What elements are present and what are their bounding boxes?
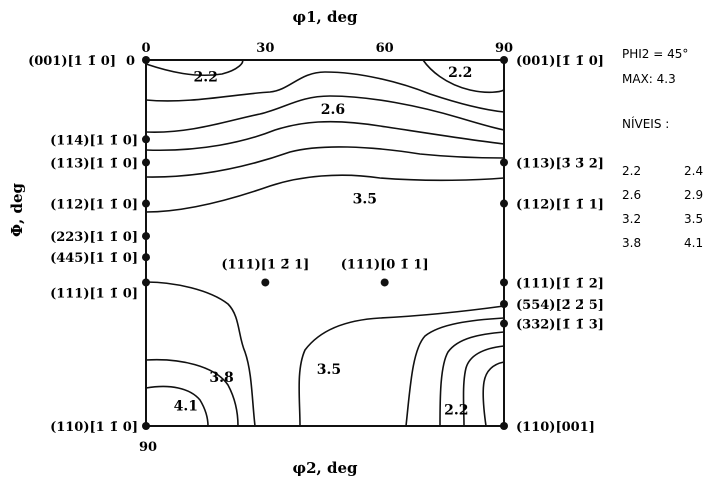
orientation-label: (113)[1 1̄ 0] bbox=[50, 156, 138, 171]
orientation-marker bbox=[142, 56, 150, 64]
section-label: PHI2 = 45° bbox=[622, 47, 688, 61]
levels-list: 2.2 2.4 2.6 2.9 3.2 3.5 3.8 4.1 bbox=[622, 164, 703, 250]
top-tick-label: 30 bbox=[256, 41, 274, 56]
orientation-marker bbox=[142, 199, 150, 208]
orientation-marker bbox=[380, 278, 389, 287]
contour-line bbox=[145, 385, 209, 427]
orientation-marker bbox=[500, 158, 508, 167]
contour-label: 2.6 bbox=[321, 102, 345, 118]
orientation-marker bbox=[142, 135, 150, 144]
contour-line bbox=[145, 120, 505, 152]
orientation-marker bbox=[500, 278, 508, 287]
contour-label: 3.8 bbox=[209, 370, 233, 386]
contour-line bbox=[145, 71, 505, 113]
contour-line bbox=[145, 59, 244, 77]
top-tick-labels: 0 30 60 90 bbox=[141, 41, 513, 56]
orientation-marker bbox=[142, 422, 150, 430]
level-value: 2.4 bbox=[684, 164, 703, 178]
contour-label: 2.2 bbox=[448, 65, 472, 81]
orientation-marker bbox=[142, 253, 150, 262]
orientation-label: (223)[1 1̄ 0] bbox=[50, 230, 138, 245]
orientation-label: (111)[1 2̄ 1] bbox=[221, 257, 309, 272]
contour-line bbox=[405, 317, 505, 427]
orientation-label: (111)[1 1̄ 0] bbox=[50, 286, 138, 301]
contour-labels: 2.2 2.2 2.6 3.5 3.8 3.5 4.1 2.2 bbox=[174, 65, 473, 419]
orientation-marker bbox=[500, 300, 508, 308]
interior-orientations: (111)[1 2̄ 1] (111)[0 1̄ 1] bbox=[221, 257, 429, 287]
contour-label: 2.2 bbox=[444, 403, 468, 419]
plot-frame bbox=[145, 59, 505, 427]
orientation-marker bbox=[500, 422, 508, 430]
right-orientations: (001)[1̄ 1̄ 0] (113)[3̄ 3̄ 2] (112)[1̄ 1̄ … bbox=[500, 54, 604, 435]
top-tick-label: 0 bbox=[141, 41, 150, 56]
orientation-label: (001)[1̄ 1̄ 0] bbox=[516, 54, 604, 69]
orientation-label: (114)[1 1̄ 0] bbox=[50, 133, 138, 148]
level-value: 2.9 bbox=[684, 188, 703, 202]
left-tick-top: 0 bbox=[126, 54, 135, 69]
orientation-label: (110)[001] bbox=[516, 420, 595, 435]
orientation-marker bbox=[142, 158, 150, 167]
orientation-label: (112)[1 1̄ 0] bbox=[50, 198, 138, 213]
contour-lines bbox=[145, 59, 505, 427]
orientation-marker bbox=[500, 199, 508, 208]
orientation-label: (445)[1 1̄ 0] bbox=[50, 251, 138, 266]
orientation-label: (113)[3̄ 3̄ 2] bbox=[516, 156, 604, 171]
orientation-marker bbox=[500, 319, 508, 328]
orientation-label: (111)[0 1̄ 1] bbox=[341, 257, 429, 272]
contour-line bbox=[145, 174, 505, 213]
left-axis-title: Φ, deg bbox=[8, 182, 26, 237]
level-value: 4.1 bbox=[684, 236, 703, 250]
max-label: MAX: 4.3 bbox=[622, 72, 676, 86]
contour-label: 3.5 bbox=[353, 191, 377, 207]
orientation-label: (332)[1̄ 1̄ 3] bbox=[516, 318, 604, 333]
contour-label: 3.5 bbox=[317, 362, 341, 378]
bottom-axis-title: φ2, deg bbox=[293, 459, 358, 477]
orientation-label: (001)[1 1̄ 0] bbox=[28, 54, 116, 69]
contour-line bbox=[422, 59, 505, 94]
contour-label: 4.1 bbox=[174, 399, 198, 415]
top-tick-label: 60 bbox=[376, 41, 394, 56]
top-axis-title: φ1, deg bbox=[293, 8, 358, 26]
orientation-label: (112)[1̄ 1̄ 1] bbox=[516, 198, 604, 213]
left-orientations: (001)[1 1̄ 0] (114)[1 1̄ 0] (113)[1 1̄ 0] (… bbox=[28, 54, 150, 435]
orientation-marker bbox=[261, 278, 270, 287]
orientation-label: (110)[1 1̄ 0] bbox=[50, 420, 138, 435]
level-value: 3.5 bbox=[684, 212, 703, 226]
contour-line bbox=[145, 146, 505, 178]
level-value: 2.2 bbox=[622, 164, 641, 178]
orientation-marker bbox=[142, 232, 150, 241]
contour-line bbox=[145, 95, 505, 133]
contour-line bbox=[482, 361, 505, 427]
contour-line bbox=[462, 345, 505, 427]
contour-label: 2.2 bbox=[193, 69, 217, 85]
level-value: 3.2 bbox=[622, 212, 641, 226]
orientation-marker bbox=[142, 278, 150, 287]
contour-line bbox=[145, 358, 239, 427]
orientation-label: (554)[2̄ 2̄ 5] bbox=[516, 298, 604, 313]
orientation-label: (111)[1̄ 1̄ 2] bbox=[516, 276, 604, 291]
level-value: 2.6 bbox=[622, 188, 641, 202]
contour-line bbox=[145, 281, 256, 427]
contour-line bbox=[439, 331, 505, 427]
level-value: 3.8 bbox=[622, 236, 641, 250]
contour-line bbox=[298, 305, 505, 427]
orientation-marker bbox=[500, 56, 508, 64]
levels-title: NÍVEIS : bbox=[622, 116, 669, 131]
left-tick-bottom: 90 bbox=[139, 440, 157, 455]
top-tick-label: 90 bbox=[495, 41, 513, 56]
